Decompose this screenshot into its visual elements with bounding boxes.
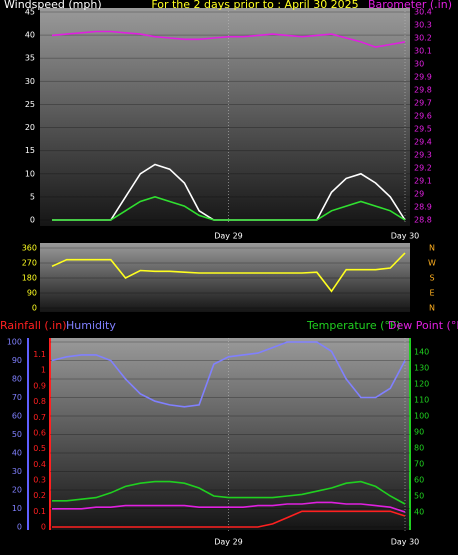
header-label: Rainfall (.in) [0, 319, 67, 332]
y2-tick-label: 29.6 [414, 112, 432, 121]
x-tick-label: Day 29 [214, 232, 243, 241]
y2-tick-label: N [429, 304, 435, 313]
y3-tick-label: 0.1 [33, 507, 46, 516]
y3-tick-label: 0.6 [33, 428, 46, 437]
series-line [51, 30, 406, 48]
y-tick-label: 100 [7, 338, 22, 347]
y-tick-label: 270 [22, 259, 37, 268]
y3-tick-label: 0 [41, 523, 46, 532]
header-label: Temperature (°F) [306, 319, 401, 332]
panel-bg [40, 8, 410, 226]
series-line [52, 480, 406, 505]
y2-tick-label: 30 [414, 60, 424, 69]
y2-tick-label: S [429, 274, 434, 283]
y2-tick-label: E [429, 289, 434, 298]
y2-tick-label: 140 [414, 348, 429, 357]
y2-tick-label: 110 [414, 396, 429, 405]
y3-tick-label: 0.3 [33, 475, 46, 484]
series-line [51, 252, 406, 293]
y2-tick-label: 29.4 [414, 138, 432, 147]
y2-tick-label: 29.5 [414, 125, 432, 134]
series-line [52, 196, 406, 221]
y3-tick-label: 0.9 [33, 381, 46, 390]
y3-tick-label: 1 [41, 366, 46, 375]
y-tick-label: 0 [17, 523, 22, 532]
y2-tick-label: 100 [414, 412, 429, 421]
header-label: For the 2 days prior to : April 30 2025 [151, 0, 358, 11]
y-tick-label: 70 [12, 393, 22, 402]
y-tick-label: 180 [22, 274, 37, 283]
y2-tick-label: 29.9 [414, 73, 432, 82]
y2-tick-label: W [428, 259, 436, 268]
y-tick-label: 20 [12, 486, 22, 495]
y-tick-label: 25 [25, 100, 35, 109]
y2-tick-label: 70 [414, 460, 424, 469]
series-line [52, 501, 406, 513]
y-tick-label: 0 [30, 216, 35, 225]
y2-tick-label: 28.9 [414, 203, 432, 212]
y-tick-label: 60 [12, 412, 22, 421]
x-tick-label: Day 30 [391, 232, 420, 241]
y-tick-label: 50 [12, 430, 22, 439]
y3-tick-label: 0.8 [33, 397, 46, 406]
header-label: Barometer (.in) [368, 0, 452, 11]
y-tick-label: 15 [25, 146, 35, 155]
header-label: Dew Point (°F) [388, 319, 458, 332]
header-label: Humidity [66, 319, 116, 332]
y-tick-label: 10 [12, 504, 22, 513]
y2-tick-label: 28.8 [414, 216, 432, 225]
y2-tick-label: 29.1 [414, 177, 432, 186]
y3-tick-label: 0.7 [33, 413, 46, 422]
panel-bg [40, 243, 410, 312]
y2-tick-label: 30.4 [414, 8, 432, 17]
y3-tick-label: 0.5 [33, 444, 46, 453]
y-tick-label: 20 [25, 123, 35, 132]
y-tick-label: 80 [12, 375, 22, 384]
y-tick-label: 35 [25, 54, 35, 63]
y3-tick-label: 0.2 [33, 491, 46, 500]
y2-tick-label: 40 [414, 507, 424, 516]
y2-tick-label: 30.2 [414, 34, 432, 43]
y-tick-label: 40 [25, 31, 35, 40]
y2-tick-label: 50 [414, 491, 424, 500]
y-tick-label: 90 [12, 356, 22, 365]
x-tick-label: Day 29 [214, 538, 243, 547]
series-line [52, 510, 406, 528]
y-tick-label: 360 [22, 244, 37, 253]
y2-tick-label: 29.7 [414, 99, 432, 108]
y2-tick-label: 29.8 [414, 86, 432, 95]
y2-tick-label: 90 [414, 428, 424, 437]
x-tick-label: Day 30 [391, 538, 420, 547]
y2-tick-label: 30.1 [414, 47, 432, 56]
series-line [51, 341, 406, 408]
y-tick-label: 90 [27, 289, 37, 298]
y-tick-label: 45 [25, 8, 35, 17]
y3-tick-label: 0.4 [33, 460, 46, 469]
y2-tick-label: 60 [414, 475, 424, 484]
y3-tick-label: 1.1 [33, 350, 46, 359]
y2-tick-label: 29.3 [414, 151, 432, 160]
y2-tick-label: 29.2 [414, 164, 432, 173]
y2-tick-label: 30.3 [414, 21, 432, 30]
y-tick-label: 30 [12, 467, 22, 476]
y2-tick-label: 120 [414, 380, 429, 389]
y2-tick-label: N [429, 244, 435, 253]
y-tick-label: 10 [25, 169, 35, 178]
y2-tick-label: 29 [414, 190, 424, 199]
y-tick-label: 40 [12, 449, 22, 458]
y-tick-label: 0 [32, 304, 37, 313]
y-tick-label: 5 [30, 192, 35, 201]
y2-tick-label: 130 [414, 364, 429, 373]
y-tick-label: 30 [25, 77, 35, 86]
header-label: Windspeed (mph) [4, 0, 102, 11]
y2-tick-label: 80 [414, 444, 424, 453]
